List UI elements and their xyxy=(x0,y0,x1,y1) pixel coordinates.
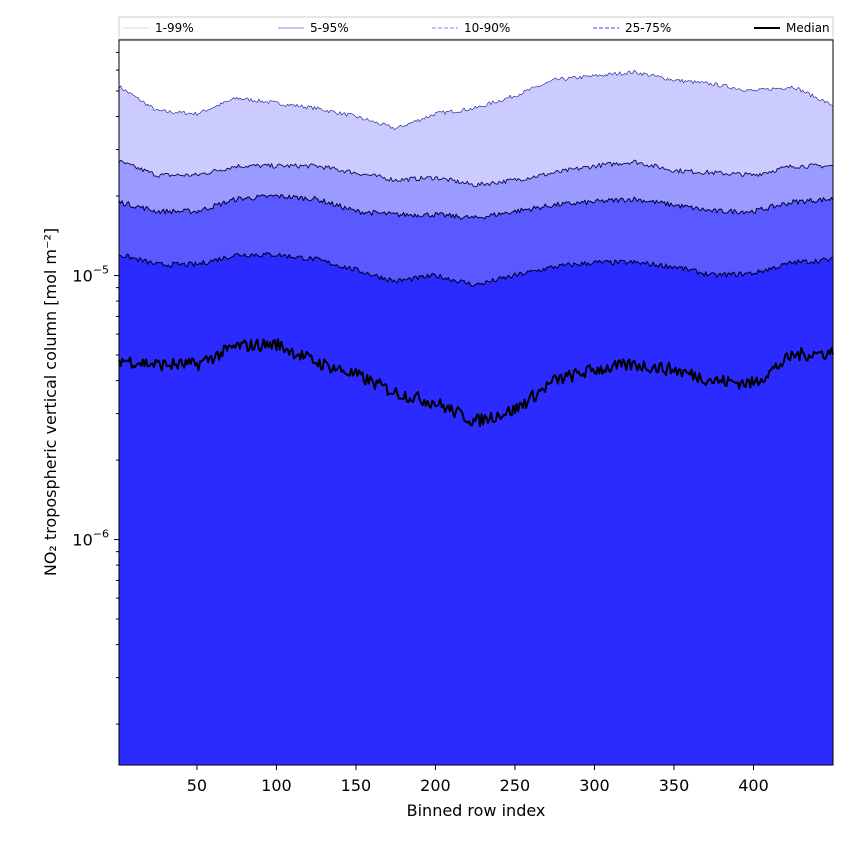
legend-label: Median xyxy=(786,21,830,35)
x-tick-label: 400 xyxy=(738,776,769,795)
legend: 1-99% 5-95% 10-90% 25-75% Median xyxy=(118,16,834,40)
band-above-white xyxy=(119,40,833,130)
series-10-90-line xyxy=(118,159,834,188)
x-axis-label: Binned row index xyxy=(407,801,546,820)
band-25-75-fill xyxy=(119,194,833,287)
x-tick-label: 350 xyxy=(659,776,690,795)
x-tick-label: 300 xyxy=(579,776,610,795)
x-tick-label: 100 xyxy=(261,776,292,795)
x-tick-label: 50 xyxy=(187,776,207,795)
legend-label: 1-99% xyxy=(155,21,194,35)
y-axis-label: NO₂ tropospheric vertical column [mol m⁻… xyxy=(41,228,60,576)
series-median-line xyxy=(118,338,834,428)
legend-label: 5-95% xyxy=(310,21,349,35)
y-tick-label: 10−5 xyxy=(72,264,109,286)
legend-label: 10-90% xyxy=(464,21,510,35)
band-group xyxy=(118,40,834,765)
x-tick-label: 250 xyxy=(500,776,531,795)
x-tick-label: 150 xyxy=(341,776,372,795)
legend-label: 25-75% xyxy=(625,21,671,35)
y-tick-label: 10−6 xyxy=(72,528,109,550)
plot-frame xyxy=(118,39,834,766)
y-axis: 10−6 10−5 xyxy=(72,51,119,725)
series-25-75-lower-line xyxy=(118,251,834,288)
series-25-75-upper-line xyxy=(118,193,834,220)
band-5-95-fill xyxy=(119,70,833,187)
x-axis: 50 100 150 200 250 300 350 400 xyxy=(187,765,769,795)
series-5-95-line xyxy=(118,69,834,130)
median-group xyxy=(118,338,834,428)
band-10-90-fill xyxy=(119,160,833,220)
x-tick-label: 200 xyxy=(420,776,451,795)
legend-box xyxy=(118,16,834,40)
